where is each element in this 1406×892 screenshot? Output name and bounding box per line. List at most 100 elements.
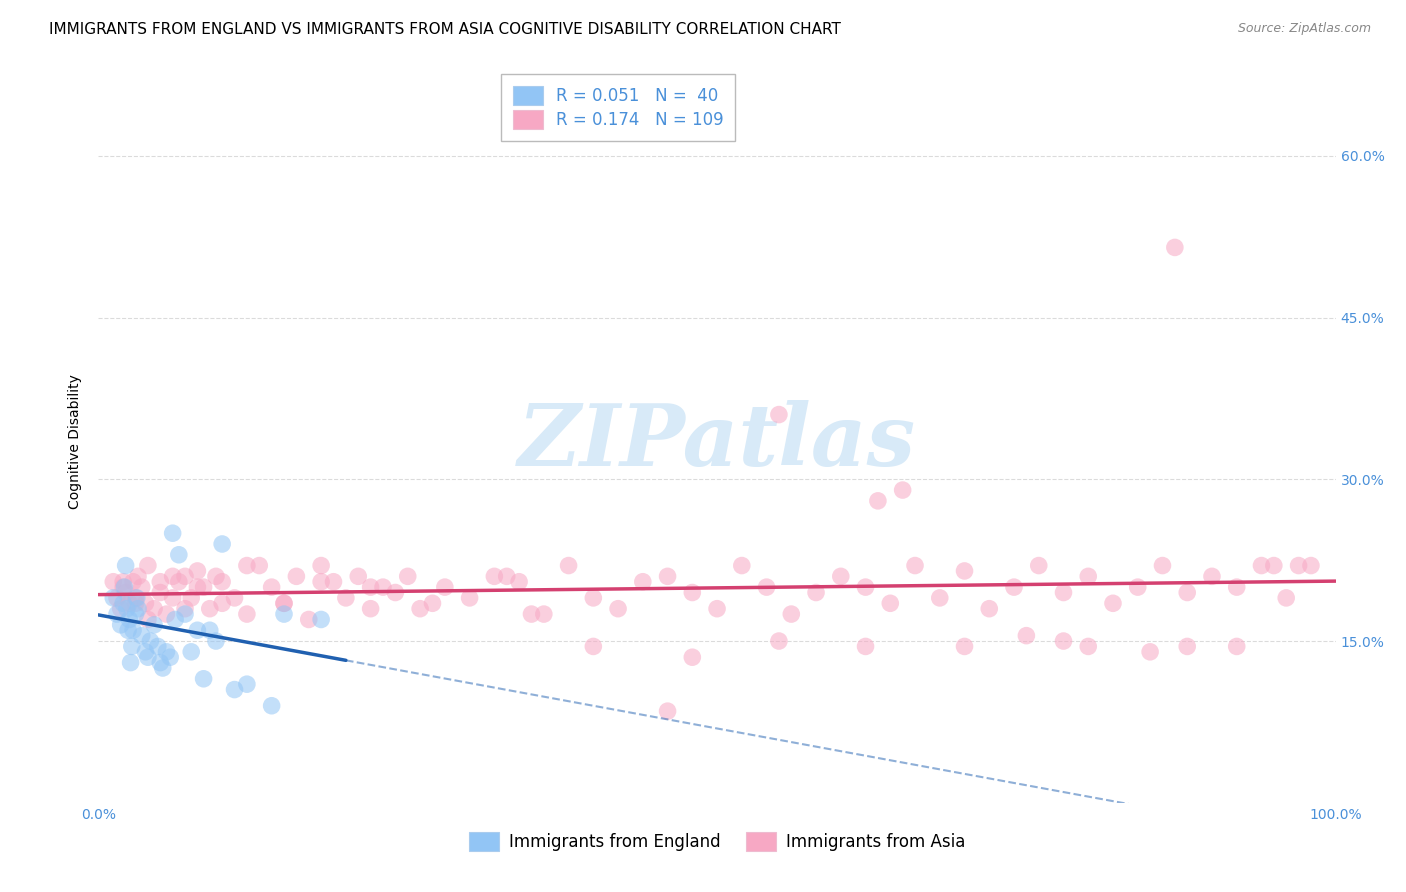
Point (162, 526, 184, 541)
Point (146, 640, 169, 654)
Point (124, 596, 146, 610)
Point (236, 558, 259, 573)
Point (114, 585, 136, 599)
Point (236, 607, 259, 621)
Point (174, 569, 197, 583)
Point (396, 569, 419, 583)
Text: IMMIGRANTS FROM ENGLAND VS IMMIGRANTS FROM ASIA COGNITIVE DISABILITY CORRELATION: IMMIGRANTS FROM ENGLAND VS IMMIGRANTS FR… (49, 22, 841, 37)
Point (508, 574, 530, 589)
Point (112, 596, 135, 610)
Point (1077, 569, 1099, 583)
Point (804, 585, 827, 599)
Point (855, 580, 877, 594)
Point (533, 607, 555, 621)
Point (384, 585, 406, 599)
Point (582, 591, 605, 605)
Point (155, 607, 177, 621)
Point (110, 618, 132, 632)
Point (371, 580, 394, 594)
Point (1002, 580, 1025, 594)
Point (198, 624, 221, 638)
Point (180, 645, 202, 659)
Point (211, 574, 233, 589)
Point (706, 601, 728, 615)
Point (681, 650, 703, 665)
Point (149, 656, 172, 670)
Point (1275, 591, 1298, 605)
Point (205, 569, 228, 583)
Point (1052, 634, 1074, 648)
Point (657, 569, 679, 583)
Point (273, 596, 295, 610)
Point (360, 601, 382, 615)
Point (155, 645, 177, 659)
Point (422, 596, 444, 610)
Point (224, 591, 246, 605)
Point (193, 580, 215, 594)
Point (1299, 558, 1322, 573)
Point (149, 574, 172, 589)
Point (127, 601, 149, 615)
Point (582, 640, 605, 654)
Point (904, 558, 927, 573)
Point (768, 408, 790, 422)
Point (136, 650, 159, 665)
Point (247, 558, 270, 573)
Point (1028, 558, 1050, 573)
Point (607, 601, 630, 615)
Point (103, 574, 125, 589)
Point (105, 607, 128, 621)
Point (167, 574, 190, 589)
Point (484, 569, 506, 583)
Point (260, 580, 283, 594)
Point (309, 574, 332, 589)
Point (159, 650, 181, 665)
Point (1102, 596, 1125, 610)
Point (866, 493, 889, 508)
Point (103, 591, 125, 605)
Point (115, 601, 138, 615)
Point (143, 618, 166, 632)
Point (114, 558, 136, 573)
Point (260, 698, 283, 713)
Y-axis label: Cognitive Disability: Cognitive Disability (69, 374, 83, 509)
Point (1288, 558, 1310, 573)
Point (205, 634, 228, 648)
Point (1226, 580, 1249, 594)
Point (557, 558, 579, 573)
Point (167, 548, 190, 562)
Point (631, 574, 654, 589)
Point (1052, 585, 1074, 599)
Point (136, 558, 159, 573)
Point (755, 580, 778, 594)
Point (458, 591, 481, 605)
Point (149, 585, 172, 599)
Point (131, 580, 153, 594)
Point (211, 537, 233, 551)
Point (855, 640, 877, 654)
Point (127, 569, 149, 583)
Point (298, 612, 321, 626)
Point (198, 601, 221, 615)
Point (1263, 558, 1285, 573)
Point (768, 634, 790, 648)
Point (224, 682, 246, 697)
Point (139, 634, 162, 648)
Point (285, 569, 308, 583)
Point (122, 574, 145, 589)
Point (347, 569, 370, 583)
Point (134, 645, 156, 659)
Point (322, 574, 344, 589)
Point (953, 564, 976, 578)
Point (131, 629, 153, 643)
Point (1250, 558, 1272, 573)
Point (1152, 558, 1174, 573)
Point (309, 558, 332, 573)
Point (186, 624, 208, 638)
Point (1164, 240, 1187, 254)
Point (112, 580, 135, 594)
Point (657, 704, 679, 718)
Point (273, 607, 295, 621)
Point (731, 558, 754, 573)
Point (162, 591, 184, 605)
